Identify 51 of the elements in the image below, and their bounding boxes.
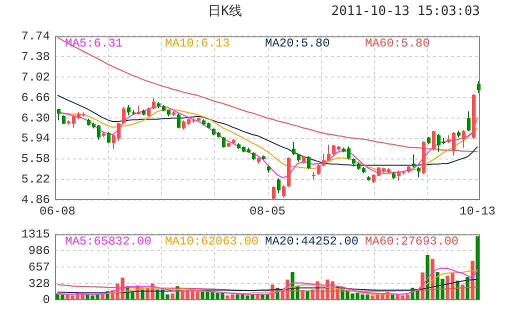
y-tick-label: 5.94 bbox=[21, 132, 50, 146]
x-tick-label: 10-13 bbox=[459, 204, 496, 218]
chart-title: 日K线 bbox=[208, 4, 242, 19]
bar bbox=[306, 291, 310, 300]
y-tick-label: 6.66 bbox=[21, 90, 50, 105]
text: MA10:62063.00 bbox=[165, 234, 259, 248]
candlestick bbox=[147, 106, 150, 117]
candlestick bbox=[322, 153, 326, 167]
candlestick bbox=[412, 154, 416, 168]
y-tick-label: 7.74 bbox=[21, 29, 50, 44]
candlestick bbox=[327, 144, 330, 162]
candlestick bbox=[277, 178, 280, 194]
text: MA20:44252.00 bbox=[265, 234, 359, 248]
text: MA60:27693.00 bbox=[365, 234, 459, 248]
bar bbox=[170, 293, 174, 300]
y-tick-label: 657 bbox=[28, 260, 50, 274]
candlestick bbox=[222, 136, 226, 148]
y-tick-label: 328 bbox=[28, 276, 50, 291]
y-tick-label: 5.22 bbox=[21, 172, 50, 187]
candlestick bbox=[292, 141, 296, 156]
candlestick bbox=[462, 130, 466, 148]
y-tick-label: 7.02 bbox=[21, 70, 50, 84]
y-tick-label: 986 bbox=[28, 244, 50, 258]
candlestick bbox=[307, 156, 310, 170]
candlestick bbox=[317, 164, 320, 176]
text: MA5:6.31 bbox=[65, 36, 123, 50]
candlestick bbox=[417, 166, 420, 178]
text: MA60:5.80 bbox=[365, 36, 430, 50]
text: MA20:5.80 bbox=[265, 36, 330, 50]
text: MA5:65832.00 bbox=[65, 234, 152, 248]
bar bbox=[256, 294, 260, 300]
bar bbox=[390, 294, 394, 300]
chart-subtitle: 2011-10-13 15:03:03 bbox=[331, 4, 480, 20]
text: MA10:6.13 bbox=[165, 36, 230, 50]
candlestick bbox=[57, 108, 60, 121]
candlestick bbox=[127, 104, 130, 116]
y-tick-label: 1315 bbox=[21, 227, 50, 242]
candlestick bbox=[122, 106, 126, 124]
candlestick bbox=[152, 98, 156, 110]
bar bbox=[476, 236, 480, 300]
y-tick-label: 6.30 bbox=[21, 111, 50, 126]
x-tick-label: 08-05 bbox=[249, 204, 286, 218]
candlestick bbox=[282, 184, 286, 198]
candlestick bbox=[107, 131, 110, 144]
candlestick bbox=[467, 110, 470, 132]
y-tick-label: 7.38 bbox=[21, 50, 50, 64]
y-tick-label: 0 bbox=[42, 293, 50, 308]
candlestick bbox=[177, 113, 180, 129]
y-tick-label: 5.58 bbox=[21, 152, 50, 166]
bar bbox=[140, 289, 144, 300]
candlestick bbox=[477, 80, 480, 94]
